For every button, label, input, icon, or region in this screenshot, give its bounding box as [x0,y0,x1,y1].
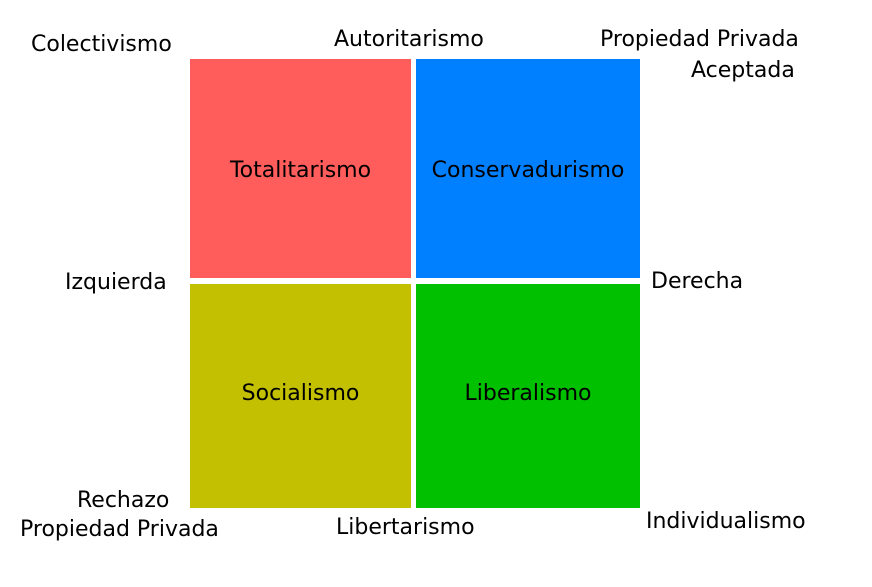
axis-label-bottom: Libertarismo [336,515,475,540]
quadrant-label-liberalismo: Liberalismo [464,381,592,406]
corner-label-bottom-right: Individualismo [646,509,806,534]
quadrant-conservadurismo: Conservadurismo [416,59,640,278]
quadrant-socialismo: Socialismo [190,284,411,508]
corner-label-top-right-line2: Aceptada [691,58,795,83]
corner-label-top-left: Colectivismo [31,32,172,57]
quadrant-label-conservadurismo: Conservadurismo [431,157,625,183]
corner-label-bottom-left-line1: Rechazo [77,488,170,513]
corner-label-top-right-line1: Propiedad Privada [600,27,799,52]
quadrant-label-socialismo: Socialismo [241,381,360,406]
axis-label-left: Izquierda [65,270,167,295]
axis-label-top: Autoritarismo [334,27,484,52]
axis-label-right: Derecha [651,269,744,294]
quadrant-liberalismo: Liberalismo [416,284,640,508]
quadrant-label-totalitarismo: Totalitarismo [229,157,372,183]
corner-label-bottom-left-line2: Propiedad Privada [20,517,219,542]
quadrant-totalitarismo: Totalitarismo [190,59,411,278]
